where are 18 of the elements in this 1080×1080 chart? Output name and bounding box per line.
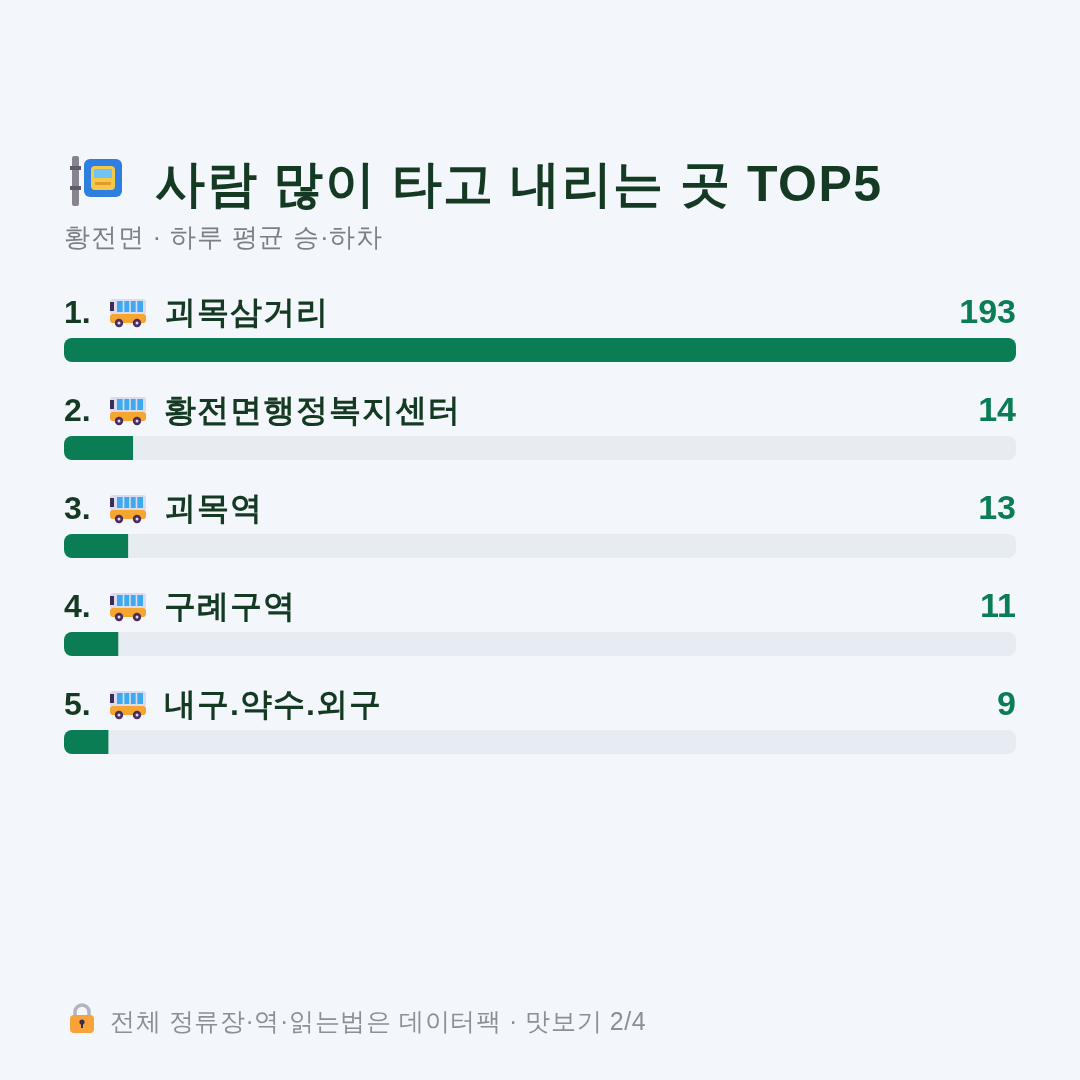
data-label: 11 (980, 586, 1016, 624)
category-rank: 4. (64, 588, 91, 624)
category-rank: 3. (64, 490, 91, 526)
category-label: 구례구역 (164, 588, 296, 624)
title: 사람 많이 타고 내리는 곳 TOP5 (155, 156, 883, 212)
category-label: 황전면행정복지센터 (164, 392, 461, 428)
data-label: 9 (997, 684, 1016, 722)
category-label: 괴목역 (164, 490, 263, 526)
category-rank: 1. (64, 294, 91, 330)
data-label: 13 (978, 488, 1016, 526)
subtitle: 황전면 · 하루 평균 승·하차 (64, 222, 383, 252)
data-label: 14 (978, 390, 1016, 428)
category-label: 내구.약수.외구 (164, 686, 382, 722)
annotation: 전체 정류장·역·읽는법은 데이터팩 · 맛보기 2/4 (110, 1007, 647, 1035)
category-label: 괴목삼거리 (164, 294, 329, 330)
category-rank: 2. (64, 392, 91, 428)
category-rank: 5. (64, 686, 91, 722)
data-label: 193 (959, 292, 1016, 330)
